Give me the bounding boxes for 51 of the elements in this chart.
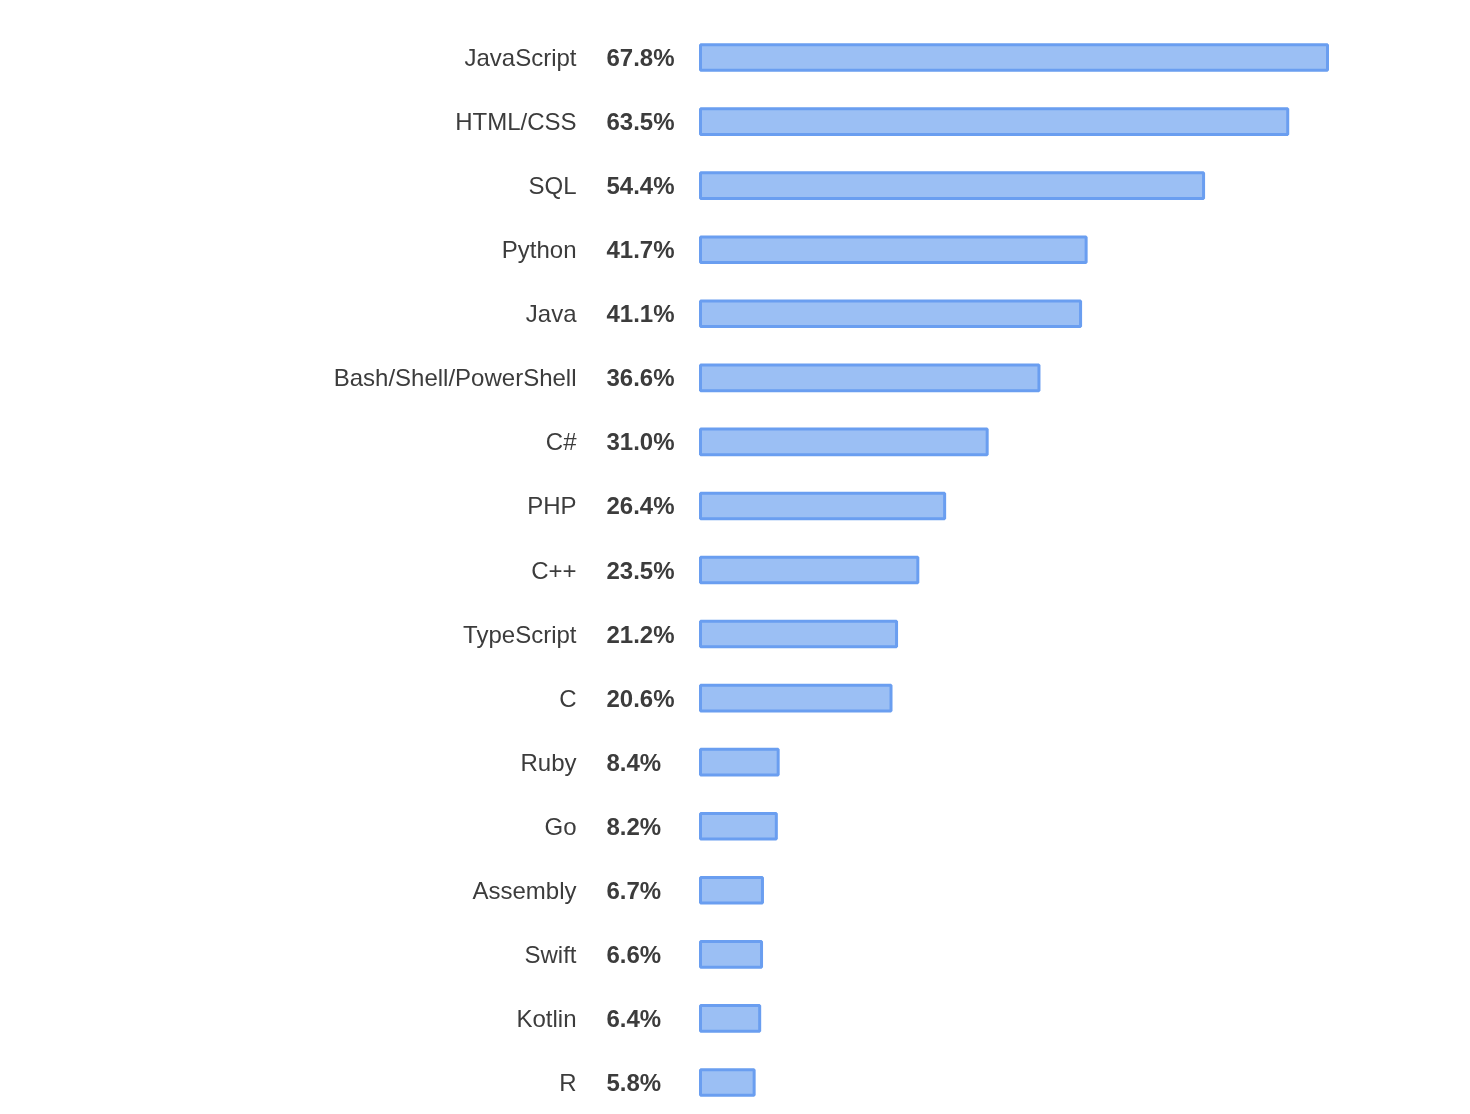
- y-tick-label: Java: [525, 300, 578, 328]
- y-tick-label: R: [559, 1068, 577, 1096]
- y-tick-label: Assembly: [472, 876, 577, 904]
- bar: [699, 811, 778, 841]
- data-label: 21.2%: [606, 620, 675, 648]
- bar: [699, 299, 1083, 329]
- bar: [699, 1004, 762, 1033]
- data-label: 5.8%: [606, 1068, 662, 1096]
- data-label: 6.4%: [606, 1004, 662, 1032]
- y-tick-label: HTML/CSS: [455, 108, 577, 136]
- data-label: 41.7%: [606, 236, 675, 264]
- data-label: 63.5%: [606, 108, 675, 136]
- y-tick-label: C: [559, 684, 577, 712]
- bar: [699, 43, 1329, 72]
- data-label: 23.5%: [606, 556, 675, 584]
- bar: [699, 235, 1088, 265]
- data-label: 8.2%: [606, 812, 662, 840]
- data-label: 6.7%: [606, 876, 662, 904]
- y-tick-label: JavaScript: [464, 44, 577, 72]
- y-tick-label: TypeScript: [463, 620, 577, 648]
- data-label: 54.4%: [606, 172, 675, 200]
- data-label: 8.4%: [606, 748, 662, 776]
- y-tick-label: SQL: [528, 172, 577, 200]
- bar: [699, 107, 1290, 136]
- bar: [699, 363, 1041, 393]
- y-tick-label: C++: [531, 556, 577, 584]
- y-tick-label: Ruby: [520, 748, 577, 776]
- data-label: 36.6%: [606, 364, 675, 392]
- bar: [699, 1068, 756, 1097]
- y-tick-label: Swift: [524, 940, 577, 968]
- bar: [699, 940, 764, 969]
- y-tick-label: Python: [501, 236, 577, 264]
- bar: [699, 747, 780, 777]
- bar: [699, 555, 920, 585]
- data-label: 20.6%: [606, 684, 675, 712]
- y-tick-label: Bash/Shell/PowerShell: [333, 364, 577, 392]
- y-tick-label: Kotlin: [516, 1004, 577, 1032]
- bar: [699, 491, 947, 521]
- bar: [699, 171, 1206, 200]
- bar: [699, 427, 989, 457]
- data-label: 67.8%: [606, 44, 675, 72]
- data-label: 26.4%: [606, 492, 675, 520]
- data-label: 6.6%: [606, 940, 662, 968]
- y-tick-label: C#: [545, 428, 578, 456]
- data-label: 41.1%: [606, 300, 675, 328]
- data-label: 31.0%: [606, 428, 675, 456]
- bar: [699, 619, 899, 649]
- y-tick-label: Go: [544, 812, 577, 840]
- bar: [699, 875, 764, 905]
- bar: [699, 683, 893, 713]
- y-tick-label: PHP: [527, 492, 577, 520]
